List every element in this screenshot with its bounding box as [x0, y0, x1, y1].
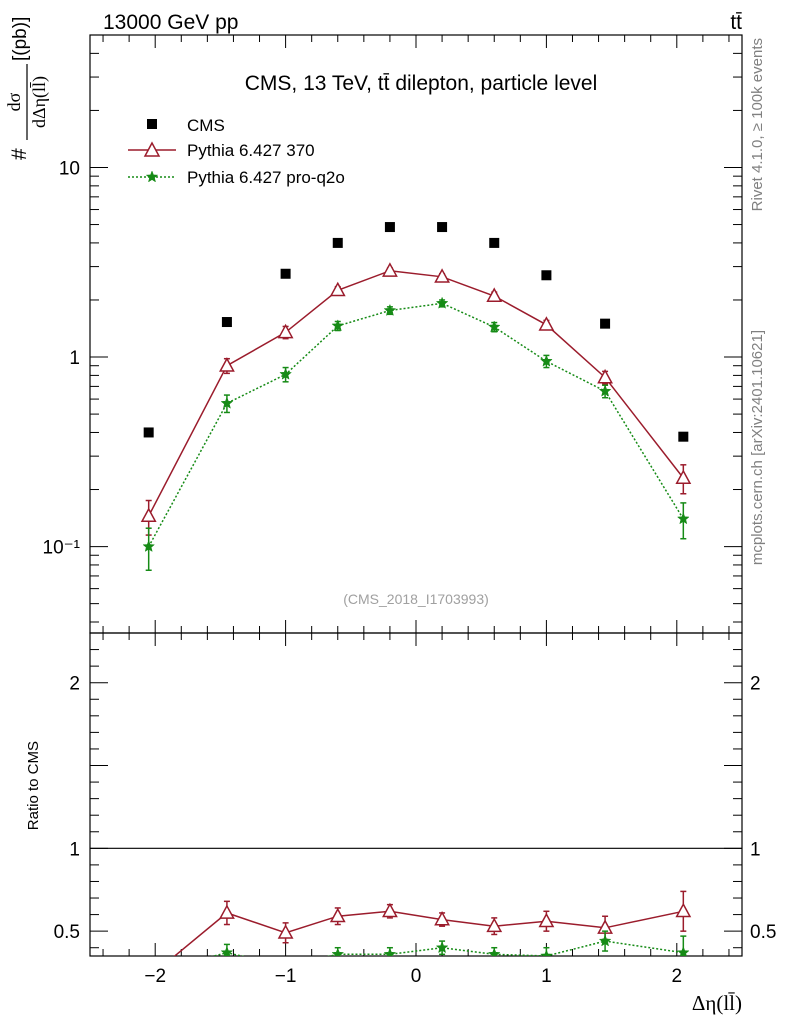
- ratio-y-tick-label: 2: [69, 674, 80, 695]
- legend-label-pythia-370: Pythia 6.427 370: [187, 141, 315, 160]
- data-point-pythia-370: [329, 281, 346, 297]
- process-label: 13000 GeV pp: [103, 11, 238, 34]
- y-tick-label: 10: [59, 158, 80, 179]
- ratio-point-pythia-pro-q2o: [598, 934, 612, 947]
- legend-marker-pythia-pro-q2o: [145, 170, 159, 183]
- data-point-pythia-pro-q2o: [487, 320, 501, 333]
- data-point-pythia-370: [140, 507, 157, 522]
- x-tick-label: −1: [275, 966, 297, 987]
- main-y-axis-title: # dσ dΔη(ll̄) [(pb)]: [4, 17, 50, 160]
- ratio-point-pythia-370: [434, 910, 450, 926]
- ratio-y-tick-label-right: 1: [750, 839, 761, 860]
- source-label: mcplots.cern.ch [arXiv:2401.10621]: [749, 330, 766, 565]
- ratio-point-pythia-pro-q2o: [435, 941, 449, 954]
- ratio-y-tick-label-right: 2: [750, 674, 761, 695]
- data-point-pythia-pro-q2o: [540, 354, 553, 367]
- data-point-pythia-370: [219, 357, 235, 372]
- legend-marker-pythia-370: [143, 141, 161, 157]
- ratio-point-pythia-370: [675, 902, 692, 918]
- x-tick-label: 0: [411, 966, 422, 987]
- ratio-data-layer: [173, 890, 692, 956]
- ratio-line-2: [210, 940, 684, 956]
- y-title-unit: [(pb)]: [10, 17, 31, 61]
- x-tick-label: 1: [541, 966, 552, 987]
- ratio-point-pythia-370: [382, 902, 398, 918]
- ratio-point-pythia-pro-q2o: [676, 946, 690, 956]
- main-data-layer: [140, 222, 692, 572]
- ratio-y-axis-title: Ratio to CMS: [25, 741, 42, 830]
- data-point-pythia-370: [538, 316, 555, 331]
- ratio-point-pythia-370: [277, 924, 294, 939]
- ratio-y-tick-label: 1: [69, 839, 80, 860]
- ratio-point-pythia-370: [219, 904, 235, 919]
- ratio-point-pythia-pro-q2o: [220, 946, 234, 956]
- ratio-point-pythia-pro-q2o: [383, 947, 397, 956]
- ratio-point-pythia-pro-q2o: [331, 947, 345, 956]
- legend-label-pythia-pro-q2o: Pythia 6.427 pro-q2o: [187, 168, 345, 187]
- data-point-cms: [541, 270, 552, 281]
- ratio-point-pythia-370: [329, 907, 346, 923]
- x-tick-label: 2: [672, 966, 683, 987]
- data-point-cms: [678, 431, 689, 442]
- series-line-1: [148, 270, 684, 517]
- ratio-y-tick-label-right: 0.5: [750, 922, 776, 943]
- y-title-numerator: dσ: [4, 92, 24, 111]
- ratio-point-pythia-370: [538, 912, 555, 928]
- data-point-cms: [221, 317, 232, 328]
- data-point-pythia-pro-q2o: [676, 512, 690, 525]
- ratio-panel-frame: [89, 632, 743, 957]
- series-line-2: [148, 302, 684, 547]
- data-point-pythia-pro-q2o: [142, 539, 156, 552]
- ratio-point-pythia-pro-q2o: [540, 949, 553, 956]
- data-point-cms: [143, 427, 154, 438]
- data-point-pythia-pro-q2o: [331, 319, 345, 332]
- ratio-y-tick-label: 0.5: [54, 922, 80, 943]
- main-axis-ticks: 10⁻¹ 1 10: [43, 34, 742, 633]
- data-point-cms: [280, 268, 291, 279]
- x-tick-label: −2: [144, 966, 166, 987]
- y-tick-label: 1: [69, 348, 80, 369]
- ratio-point-pythia-370: [486, 917, 503, 933]
- ratio-line-1: [173, 910, 684, 956]
- data-point-pythia-pro-q2o: [435, 296, 449, 309]
- legend: CMS Pythia 6.427 370 Pythia 6.427 pro-q2…: [128, 116, 345, 187]
- x-axis-title: Δη(ll̄): [692, 991, 742, 1015]
- data-point-cms: [332, 237, 343, 248]
- y-title-denominator: dΔη(ll̄): [29, 76, 50, 128]
- data-point-pythia-370: [382, 262, 398, 277]
- legend-star-shape: [145, 170, 159, 183]
- legend-marker-cms: [147, 119, 157, 129]
- y-title-prefix: #: [8, 148, 31, 160]
- data-point-cms: [437, 222, 448, 233]
- analysis-id: (CMS_2018_I1703993): [343, 591, 489, 607]
- data-point-cms: [489, 237, 500, 248]
- data-point-pythia-pro-q2o: [383, 303, 397, 316]
- data-point-pythia-pro-q2o: [220, 396, 234, 409]
- data-point-cms: [600, 318, 611, 329]
- data-point-cms: [384, 222, 395, 233]
- data-point-pythia-pro-q2o: [598, 384, 612, 397]
- data-point-pythia-370: [277, 323, 294, 339]
- data-point-pythia-pro-q2o: [279, 367, 292, 380]
- data-point-pythia-370: [675, 469, 692, 485]
- rivet-version-label: Rivet 4.1.0, ≥ 100k events: [749, 38, 766, 211]
- final-state-label: tt̄: [730, 11, 742, 34]
- ratio-axis-ticks: −2 −1 0 1 2 0.5 0.5 1 1 2 2: [54, 633, 776, 987]
- data-point-pythia-370: [486, 287, 503, 302]
- data-point-pythia-370: [597, 368, 613, 384]
- data-point-pythia-370: [434, 268, 450, 283]
- ratio-point-pythia-pro-q2o: [487, 947, 501, 956]
- chart-title: CMS, 13 TeV, tt̄ dilepton, particle leve…: [245, 72, 598, 95]
- y-tick-label: 10⁻¹: [43, 538, 81, 559]
- legend-label-cms: CMS: [187, 116, 225, 135]
